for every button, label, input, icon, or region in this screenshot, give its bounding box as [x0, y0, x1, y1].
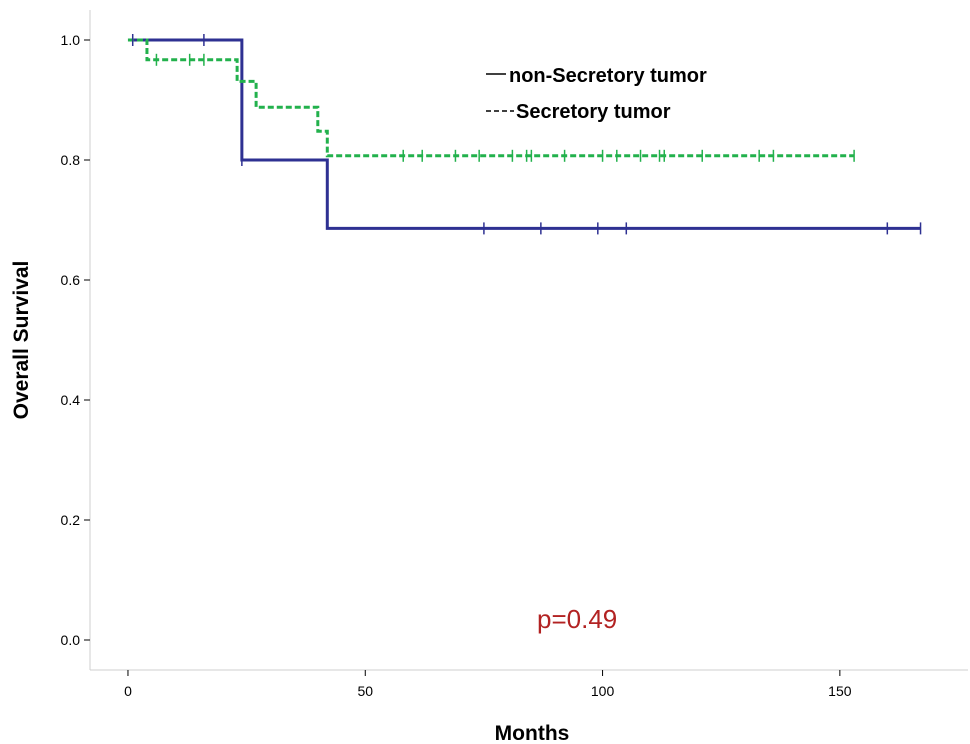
y-tick-label: 0.6: [61, 272, 81, 288]
y-tick-label: 1.0: [61, 32, 81, 48]
x-tick-label: 0: [124, 683, 132, 699]
y-tick-label: 0.2: [61, 512, 81, 528]
p-value-annotation: p=0.49: [537, 604, 617, 634]
legend-label-secretory: Secretory tumor: [516, 101, 671, 123]
y-axis-title: Overall Survival: [10, 261, 33, 420]
x-tick-label: 50: [357, 683, 373, 699]
y-tick-label: 0.8: [61, 152, 81, 168]
legend-label-non-secretory: non-Secretory tumor: [509, 65, 707, 87]
plot-frame-group: [89, 10, 968, 671]
x-tick-label: 150: [828, 683, 852, 699]
censor-marks-group: [131, 34, 922, 235]
series-group: [127, 38, 921, 230]
y-tick-label: 0.0: [61, 632, 81, 648]
legend: non-Secretory tumor Secretory tumor: [486, 65, 707, 123]
x-tick-label: 100: [591, 683, 615, 699]
x-ticks-group: 0 50 100 150: [124, 670, 852, 699]
x-axis-title: Months: [495, 722, 570, 744]
y-tick-label: 0.4: [61, 392, 81, 408]
survival-curve-non-secretory: [127, 38, 921, 230]
y-ticks-group: 0.0 0.2 0.4 0.6 0.8 1.0: [61, 32, 90, 648]
survival-curve-secretory: [127, 38, 855, 158]
